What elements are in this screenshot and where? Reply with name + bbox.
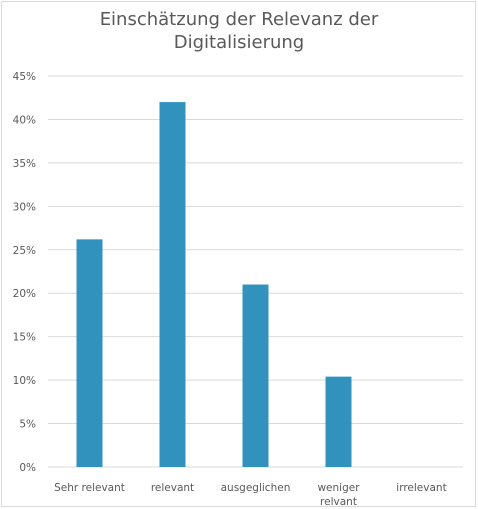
- y-tick-label: 20%: [13, 288, 36, 300]
- x-category-label: relevant: [151, 482, 194, 494]
- y-tick-label: 15%: [13, 332, 36, 344]
- y-tick-label: 5%: [19, 419, 36, 431]
- bar: [325, 376, 352, 467]
- chart-title-line-1: Einschätzung der Relevanz der: [99, 9, 379, 30]
- y-tick-label: 45%: [13, 71, 36, 83]
- y-tick-label: 0%: [19, 462, 36, 474]
- bar: [242, 284, 269, 467]
- bar: [159, 102, 186, 468]
- y-tick-label: 10%: [13, 375, 36, 387]
- x-category-label: Sehr relevant: [54, 482, 125, 494]
- bar: [76, 239, 103, 467]
- chart-title: Einschätzung der Relevanz der Digitalisi…: [0, 8, 478, 54]
- y-tick-label: 30%: [13, 201, 36, 213]
- chart-title-line-2: Digitalisierung: [173, 32, 305, 53]
- x-category-label: ausgeglichen: [221, 482, 291, 494]
- x-category-label: weniger relvant: [317, 482, 360, 508]
- y-tick-label: 35%: [13, 158, 36, 170]
- y-tick-label: 25%: [13, 245, 36, 257]
- y-tick-label: 40%: [13, 114, 36, 126]
- x-category-label: irrelevant: [396, 482, 446, 494]
